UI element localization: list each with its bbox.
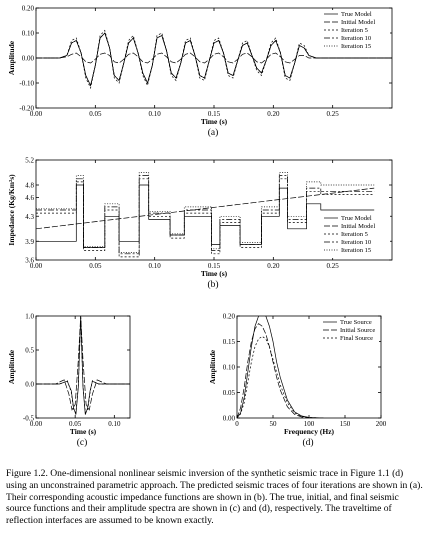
y-tick-label: 0.0 [25,381,34,389]
x-tick-label: 0.05 [89,262,102,270]
x-tick-label: 200 [376,420,387,428]
figure-canvas: 0.00 0.05 0.10 0.15 0.20 0.25-0.20-0.100.000.… [7,5,393,448]
y-tick-label: 0.05 [223,389,236,397]
x-tick-label: 0.25 [327,110,340,118]
legend-entry: Iteration 5 [341,231,368,238]
x-axis-label: Frequency (Hz) [284,427,335,436]
y-tick-label: 3.6 [25,257,34,265]
x-tick-label: 0.25 [327,262,340,270]
series-line-true-source [36,316,130,415]
y-tick-label: 4.8 [25,182,34,190]
x-tick-label: 100 [304,420,315,428]
series-line-initial-source [36,316,130,411]
legend-entry: True Model [341,11,372,18]
legend-entry: Iteration 5 [341,27,368,34]
x-tick-label: 0.20 [267,110,280,118]
panel-label: (a) [208,127,219,138]
x-axis-label: Time (s) [70,427,97,436]
y-tick-label: 0.10 [223,364,236,372]
x-tick-label: 0.15 [208,110,221,118]
plot-frame-c [35,315,131,419]
legend-box [322,214,390,258]
legend-entry: Iteration 15 [341,247,371,254]
y-axis-label: Impedance (Kg/Km²s) [7,174,16,246]
legend-entry: Iteration 10 [341,35,371,42]
y-tick-label: 0.20 [22,5,35,13]
series-line-initial-model [36,52,392,64]
y-tick-label: 4.6 [25,194,34,202]
x-tick-label: 0 [235,420,239,428]
y-axis-label: Amplitude [208,349,217,384]
legend-box [321,318,379,346]
chart-a [35,7,393,109]
x-tick-label: 0.05 [89,110,102,118]
panel-label: (b) [207,279,218,290]
series-line-final-source [237,335,324,418]
series-line-iteration-15 [36,32,392,87]
series-line-initial-source [237,323,324,418]
legend-entry: Initial Model [341,223,375,230]
legend-entry: True Source [340,319,372,326]
x-tick-label: 50 [270,420,278,428]
chart-c [35,315,131,419]
y-tick-label: -0.10 [19,80,34,88]
y-tick-label: 4.3 [25,213,34,221]
x-tick-label: 0.10 [108,420,121,428]
chart-b [35,159,393,261]
panel-label: (d) [302,437,313,448]
x-tick-label: 0.00 [30,110,43,118]
x-tick-label: 0.10 [149,262,162,270]
x-tick-label: 150 [340,420,351,428]
y-axis-label: Amplitude [7,40,16,75]
y-tick-label: 0.00 [22,55,35,63]
legend-box [322,10,390,54]
y-tick-label: 5.2 [25,157,34,165]
y-tick-label: 3.9 [25,238,34,246]
y-tick-label: -0.20 [19,105,34,113]
figure-caption: Figure 1.2. One-dimensional nonlinear se… [6,468,423,527]
x-tick-label: 0.05 [69,420,82,428]
x-axis-label: Time (s) [201,117,228,126]
x-tick-label: 0.00 [30,420,43,428]
series-line-initial-model [36,187,375,230]
y-axis-label: Amplitude [7,349,16,384]
legend-entry: True Model [341,215,372,222]
legend-entry: Final Source [340,335,373,342]
series-line-final-source [36,317,130,414]
y-tick-label: 0.10 [22,30,35,38]
x-axis-label: Time (s) [201,269,228,278]
y-tick-label: 0.5 [25,347,34,355]
x-tick-label: 0.00 [30,262,43,270]
series-line-iteration-15 [36,172,375,253]
x-tick-label: 0.15 [208,262,221,270]
series-line-true-source [237,316,324,418]
panel-label: (c) [77,437,88,448]
chart-d [236,315,382,419]
y-tick-label: 0.20 [223,313,236,321]
legend-entry: Initial Source [340,327,375,334]
y-tick-label: 0.00 [223,415,236,423]
y-tick-label: 0.15 [223,338,236,346]
legend-entry: Iteration 10 [341,239,371,246]
y-tick-label: -0.5 [23,415,35,423]
x-tick-label: 0.10 [149,110,162,118]
x-tick-label: 0.20 [267,262,280,270]
legend-entry: Initial Model [341,19,375,26]
legend-entry: Iteration 15 [341,43,371,50]
y-tick-label: 1.0 [25,313,34,321]
